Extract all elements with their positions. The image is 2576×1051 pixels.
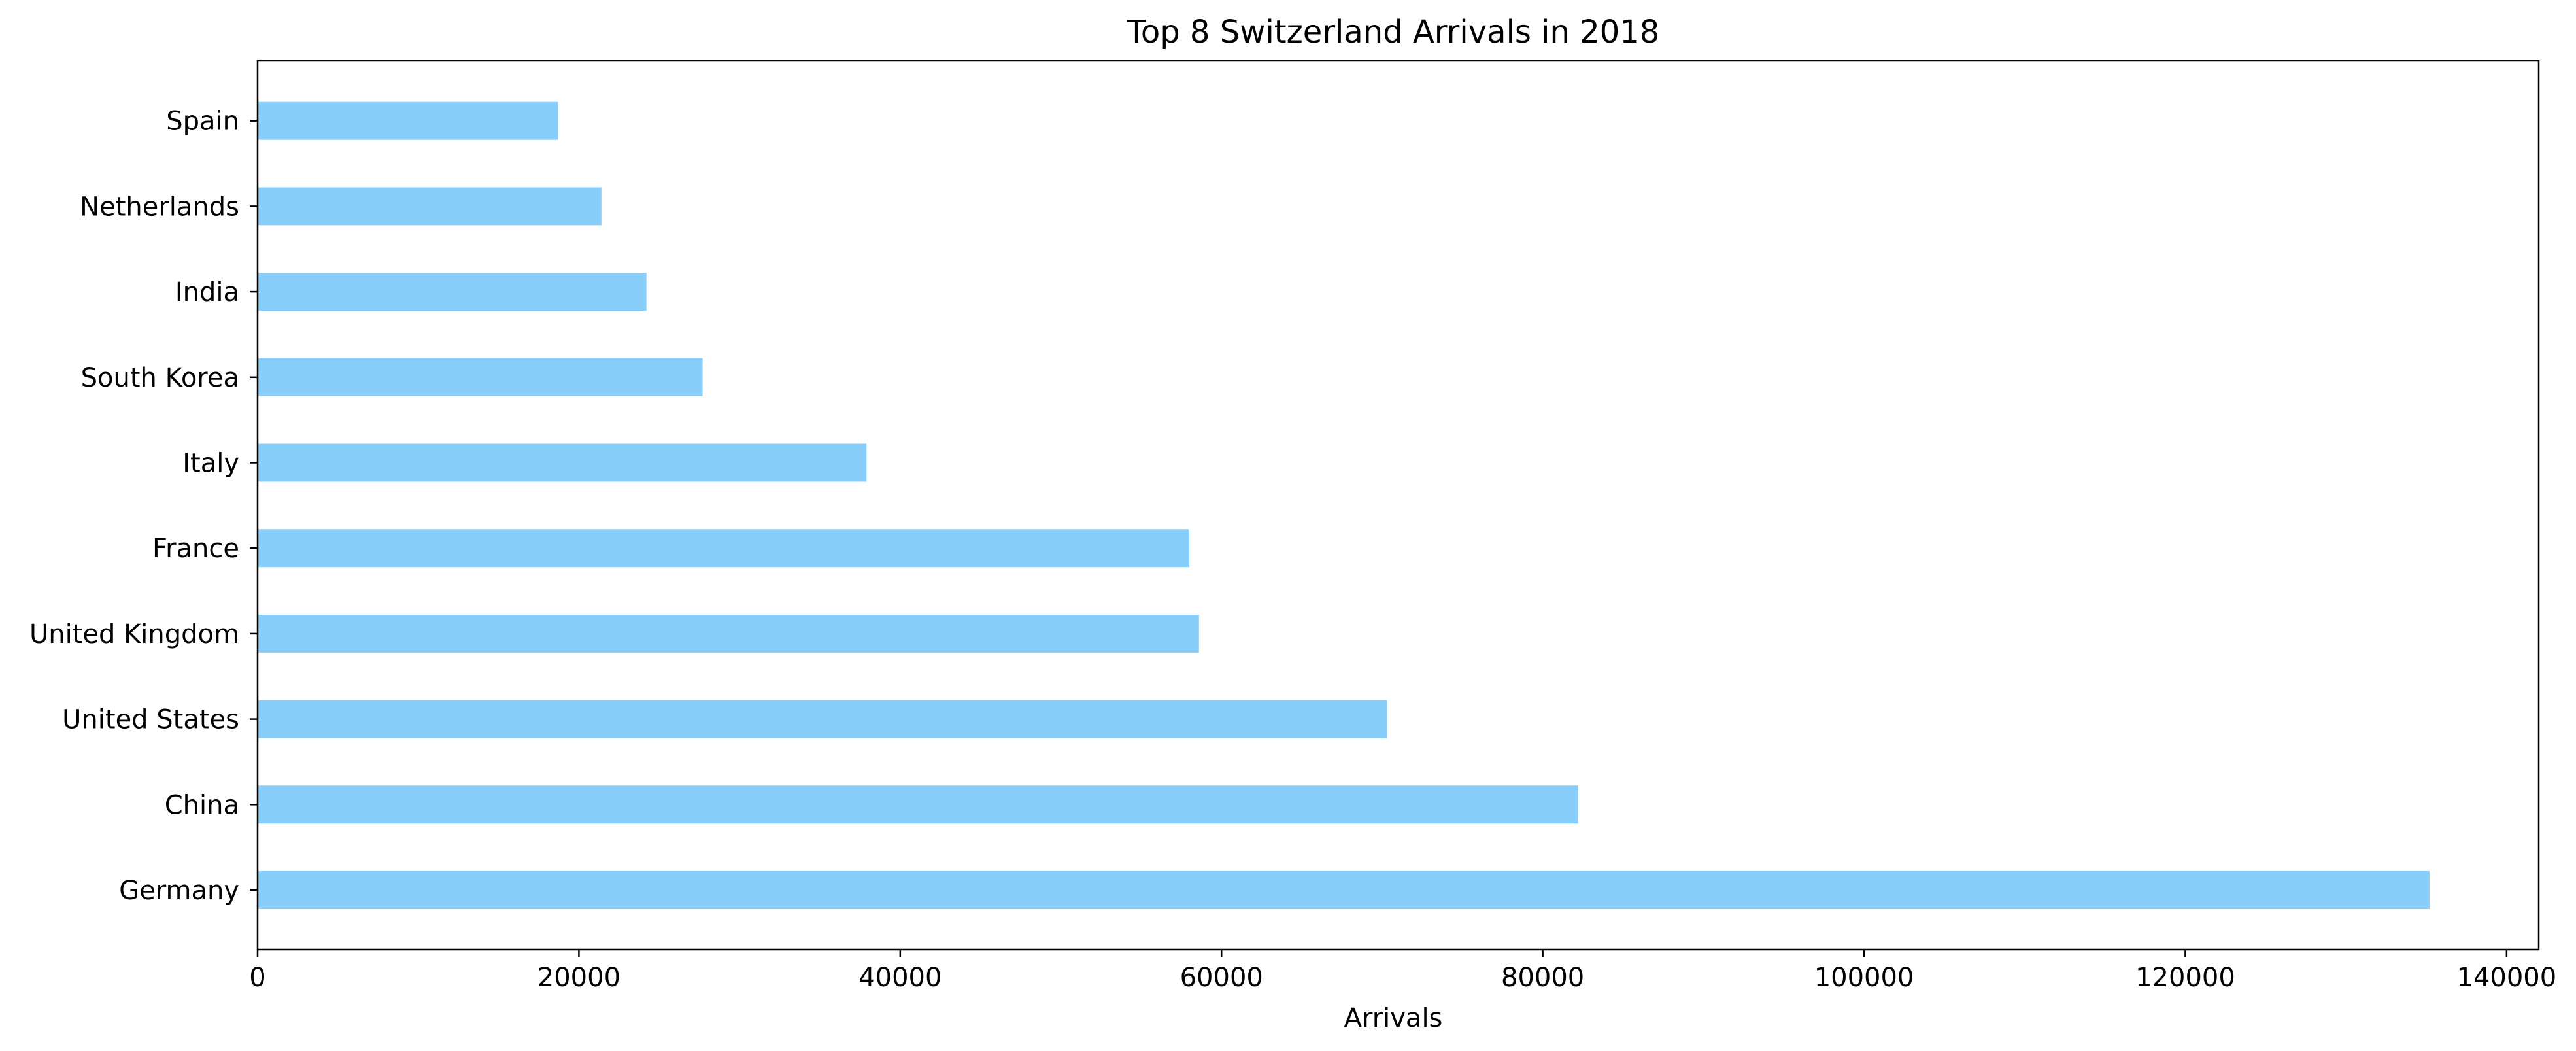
- bar-china: [258, 785, 1578, 824]
- x-tick-label: 80000: [1501, 963, 1584, 993]
- bar-germany: [258, 871, 2430, 909]
- y-tick-label: Spain: [166, 107, 239, 137]
- y-tick-label: Italy: [182, 449, 239, 479]
- bar-india: [258, 273, 647, 311]
- bar-spain: [258, 101, 558, 140]
- y-tick-label: China: [165, 790, 239, 820]
- y-tick-label: United Kingdom: [29, 619, 239, 649]
- bar-united-states: [258, 700, 1387, 738]
- y-tick-label: India: [175, 277, 239, 307]
- bar-france: [258, 529, 1190, 568]
- y-tick-label: United States: [62, 705, 239, 735]
- chart-title: Top 8 Switzerland Arrivals in 2018: [1127, 14, 1660, 50]
- y-tick-label: South Korea: [81, 363, 239, 393]
- x-tick-label: 100000: [1814, 963, 1914, 993]
- bar-italy: [258, 443, 867, 482]
- y-tick-label: Germany: [119, 876, 239, 906]
- x-axis: 0 20000 40000 60000 80000 100000 120000 140000: [249, 950, 2556, 993]
- y-tick-label: Netherlands: [80, 192, 239, 222]
- bar-united-kingdom: [258, 614, 1199, 653]
- bars-group: [258, 101, 2430, 909]
- x-tick-label: 20000: [537, 963, 620, 993]
- x-tick-label: 60000: [1180, 963, 1263, 993]
- x-tick-label: 140000: [2457, 963, 2557, 993]
- x-tick-label: 40000: [858, 963, 941, 993]
- x-axis-label: Arrivals: [1344, 1003, 1443, 1033]
- y-tick-label: France: [152, 534, 239, 564]
- x-tick-label: 0: [249, 963, 265, 993]
- x-tick-label: 120000: [2135, 963, 2235, 993]
- y-axis: Germany China United States United Kingdom F…: [29, 107, 258, 906]
- bar-netherlands: [258, 187, 602, 226]
- plot-frame: [256, 60, 2540, 951]
- bar-south-korea: [258, 358, 703, 396]
